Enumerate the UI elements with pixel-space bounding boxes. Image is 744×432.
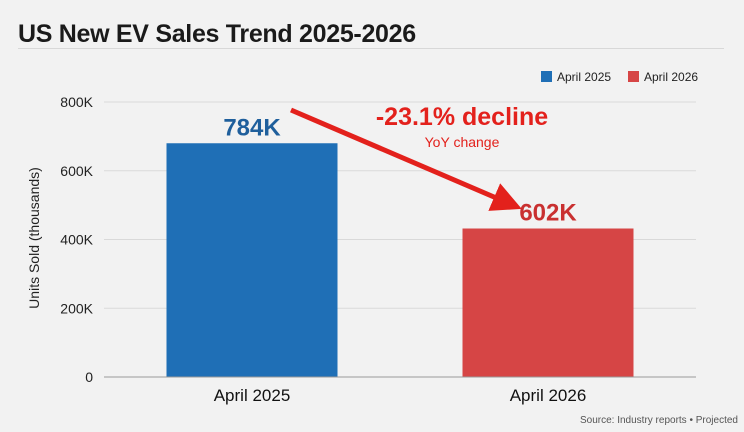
legend-label: April 2025: [557, 70, 611, 84]
x-tick-label: April 2026: [510, 386, 587, 405]
y-tick-label: 400K: [60, 232, 93, 248]
y-axis-ticks: 0 200K 400K 600K 800K: [60, 94, 93, 385]
y-tick-label: 600K: [60, 163, 93, 179]
change-annotation: -23.1% decline YoY change: [290, 103, 548, 211]
source-note: Source: Industry reports • Projected: [579, 415, 738, 426]
y-tick-label: 200K: [60, 300, 93, 316]
data-labels: 784K 602K: [223, 114, 577, 226]
x-axis-ticks: April 2025 April 2026: [214, 386, 587, 405]
y-tick-label: 0: [85, 369, 93, 385]
y-axis-title: Units Sold (thousands): [26, 167, 42, 309]
legend-label: April 2026: [644, 70, 698, 84]
data-label: 784K: [223, 114, 281, 141]
chart-title: US New EV Sales Trend 2025-2026: [18, 20, 416, 48]
arrow-right-down-icon: [290, 107, 522, 211]
annotation-headline: -23.1% decline: [376, 103, 548, 131]
annotation-subtext: YoY change: [425, 134, 500, 150]
bar: [166, 143, 338, 377]
data-label: 602K: [519, 200, 577, 227]
legend-swatch: [541, 71, 552, 82]
y-tick-label: 800K: [60, 94, 93, 110]
bars: [166, 143, 634, 377]
bar: [462, 228, 634, 377]
title-divider: [18, 48, 724, 49]
legend-swatch: [628, 71, 639, 82]
x-tick-label: April 2025: [214, 386, 291, 405]
legend: April 2025 April 2026: [541, 70, 698, 84]
